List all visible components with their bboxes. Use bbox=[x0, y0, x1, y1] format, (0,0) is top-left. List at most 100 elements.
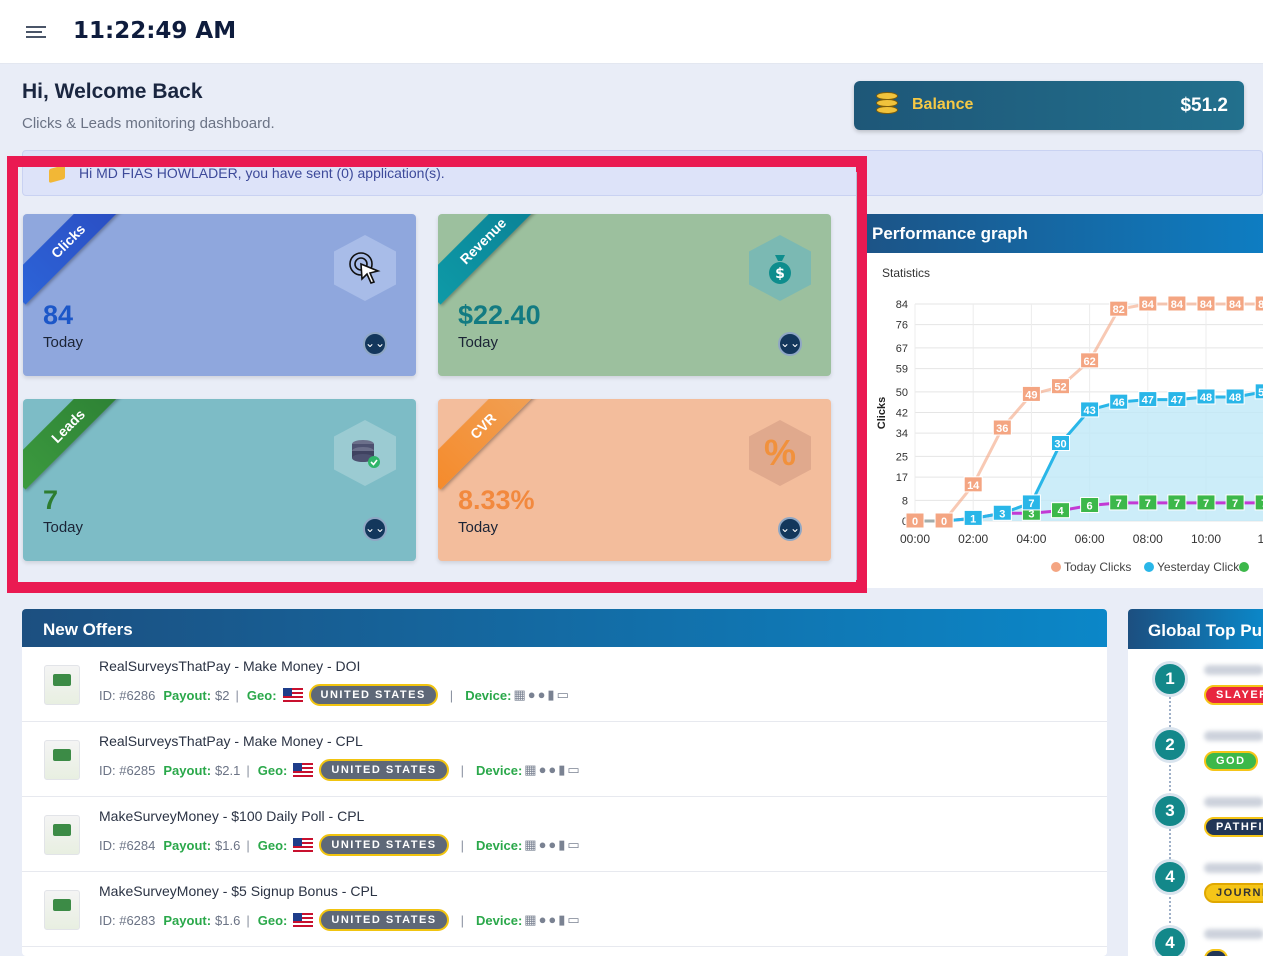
data-label: 0 bbox=[912, 516, 918, 528]
offer-row[interactable]: MakeSurveyMoney - $5 Signup Bonus - CPL I… bbox=[22, 872, 1107, 947]
legend-marker bbox=[1051, 562, 1061, 572]
data-label-bg bbox=[1109, 300, 1129, 317]
offer-list: RealSurveysThatPay - Make Money - DOI ID:… bbox=[22, 647, 1107, 947]
y-tick-label: 34 bbox=[896, 428, 908, 440]
data-label: 30 bbox=[1054, 439, 1066, 451]
data-label-bg bbox=[1254, 295, 1263, 312]
data-label-bg bbox=[905, 512, 925, 529]
publisher-name-blurred bbox=[1204, 929, 1263, 939]
balance-label: Balance bbox=[912, 96, 974, 113]
payout-label: Payout: bbox=[163, 837, 212, 853]
payout-label: Payout: bbox=[163, 912, 212, 928]
data-label: 48 bbox=[1200, 392, 1212, 404]
us-flag-icon bbox=[282, 688, 303, 702]
country-badge: UNITED STATES bbox=[319, 759, 449, 781]
offer-title[interactable]: RealSurveysThatPay - Make Money - CPL bbox=[99, 733, 363, 749]
rank-badge: 3 bbox=[1152, 793, 1188, 829]
data-label: 0 bbox=[941, 516, 947, 528]
legend-marker bbox=[1144, 562, 1154, 572]
offer-title[interactable]: RealSurveysThatPay - Make Money - DOI bbox=[99, 658, 361, 674]
data-label: 7 bbox=[1203, 498, 1209, 510]
revenue-ribbon: Revenue bbox=[438, 214, 547, 305]
us-flag-icon bbox=[293, 913, 314, 927]
data-label: 7 bbox=[1028, 498, 1034, 510]
country-badge: UNITED STATES bbox=[319, 909, 449, 931]
offer-id: ID: #6285 bbox=[99, 762, 156, 778]
global-top-title: Global Top Pub bbox=[1128, 609, 1263, 649]
data-label-bg bbox=[1167, 494, 1187, 511]
offer-meta: ID: #6286 Payout: $2 | Geo: UNITED STATES | Dev… bbox=[99, 684, 571, 706]
chevron-down-icon[interactable]: ⌄⌄ bbox=[778, 332, 802, 356]
device-icons: ▦●●▮▭ bbox=[524, 912, 582, 927]
data-label-bg bbox=[992, 504, 1012, 521]
performance-panel: Performance graph Statistics Clicks 0 8 17 25… bbox=[866, 214, 1263, 588]
level-tag: GOD bbox=[1204, 751, 1258, 771]
offer-title[interactable]: MakeSurveyMoney - $100 Daily Poll - CPL bbox=[99, 808, 365, 824]
data-label: 7 bbox=[1145, 498, 1151, 510]
money-bag-icon: $ bbox=[749, 235, 811, 301]
payout-value: $1.6 bbox=[215, 912, 241, 928]
top-bar: 11:22:49 AM bbox=[0, 0, 1263, 64]
data-label: 14 bbox=[967, 480, 980, 492]
clicks-period: Today bbox=[43, 334, 84, 351]
cursor-click-icon bbox=[334, 235, 396, 301]
balance-value: $51.2 bbox=[1180, 95, 1228, 116]
offer-thumbnail bbox=[44, 665, 80, 705]
data-label: 62 bbox=[1083, 356, 1095, 368]
payout-value: $1.6 bbox=[215, 837, 241, 853]
offer-title[interactable]: MakeSurveyMoney - $5 Signup Bonus - CPL bbox=[99, 883, 378, 899]
offer-id: ID: #6283 bbox=[99, 912, 156, 928]
data-label-bg bbox=[1080, 497, 1100, 513]
chevron-down-icon[interactable]: ⌄⌄ bbox=[363, 332, 387, 356]
y-tick-label: 17 bbox=[896, 472, 908, 484]
balance-card[interactable]: Balance $51.2 bbox=[854, 81, 1244, 130]
offer-row[interactable]: MakeSurveyMoney - $100 Daily Poll - CPL I… bbox=[22, 797, 1107, 872]
separator: | bbox=[246, 762, 250, 778]
offer-meta: ID: #6284 Payout: $1.6 | Geo: UNITED STATES | D… bbox=[99, 834, 582, 856]
megaphone-icon bbox=[49, 164, 65, 184]
data-label: 3 bbox=[999, 508, 1005, 520]
clock: 11:22:49 AM bbox=[73, 18, 237, 44]
data-label-bg bbox=[1167, 295, 1187, 312]
x-tick-label: 04:00 bbox=[1016, 532, 1046, 546]
data-label-bg bbox=[934, 512, 954, 529]
performance-title: Performance graph bbox=[866, 214, 1263, 253]
leads-period: Today bbox=[43, 519, 84, 536]
x-tick-label: 00:00 bbox=[900, 532, 930, 546]
offer-id: ID: #6284 bbox=[99, 837, 156, 853]
geo-label: Geo: bbox=[246, 687, 277, 703]
offer-meta: ID: #6285 Payout: $2.1 | Geo: UNITED STATES | D… bbox=[99, 759, 582, 781]
menu-icon[interactable] bbox=[26, 26, 46, 40]
data-label-bg bbox=[1080, 401, 1100, 418]
notice-text: Hi MD FIAS HOWLADER, you have sent (0) a… bbox=[79, 165, 445, 181]
chevron-down-icon[interactable]: ⌄⌄ bbox=[363, 517, 387, 541]
us-flag-icon bbox=[293, 838, 314, 852]
page-title: Hi, Welcome Back bbox=[22, 80, 203, 103]
y-tick-label: 0 bbox=[902, 516, 908, 528]
rank-badge: 4 bbox=[1152, 859, 1188, 895]
leads-card: Leads 7 Today ⌄⌄ bbox=[23, 399, 416, 561]
data-label-bg bbox=[1225, 494, 1245, 511]
chevron-down-icon[interactable]: ⌄⌄ bbox=[778, 517, 802, 541]
offer-row[interactable]: RealSurveysThatPay - Make Money - CPL ID:… bbox=[22, 722, 1107, 797]
separator: | bbox=[460, 837, 465, 853]
data-label: 7 bbox=[1174, 498, 1180, 510]
clicks-value: 84 bbox=[43, 300, 74, 330]
data-label-bg bbox=[1021, 385, 1041, 402]
publisher-name-blurred bbox=[1204, 863, 1263, 873]
device-label: Device: bbox=[476, 837, 523, 853]
area-fill bbox=[915, 392, 1263, 521]
database-icon bbox=[334, 420, 396, 486]
data-label-bg bbox=[1109, 393, 1129, 410]
level-tag: JOURNE bbox=[1204, 883, 1263, 903]
y-axis-label: Clicks bbox=[876, 397, 888, 429]
data-label-bg bbox=[1254, 494, 1263, 511]
clicks-ribbon: Clicks bbox=[23, 214, 132, 305]
device-label: Device: bbox=[465, 687, 512, 703]
y-tick-label: 67 bbox=[896, 343, 908, 355]
data-label-bg bbox=[1051, 502, 1070, 519]
offer-row[interactable]: RealSurveysThatPay - Make Money - DOI ID:… bbox=[22, 647, 1107, 722]
data-label: 43 bbox=[1083, 405, 1095, 417]
separator: | bbox=[246, 912, 250, 928]
leads-ribbon: Leads bbox=[23, 399, 132, 490]
